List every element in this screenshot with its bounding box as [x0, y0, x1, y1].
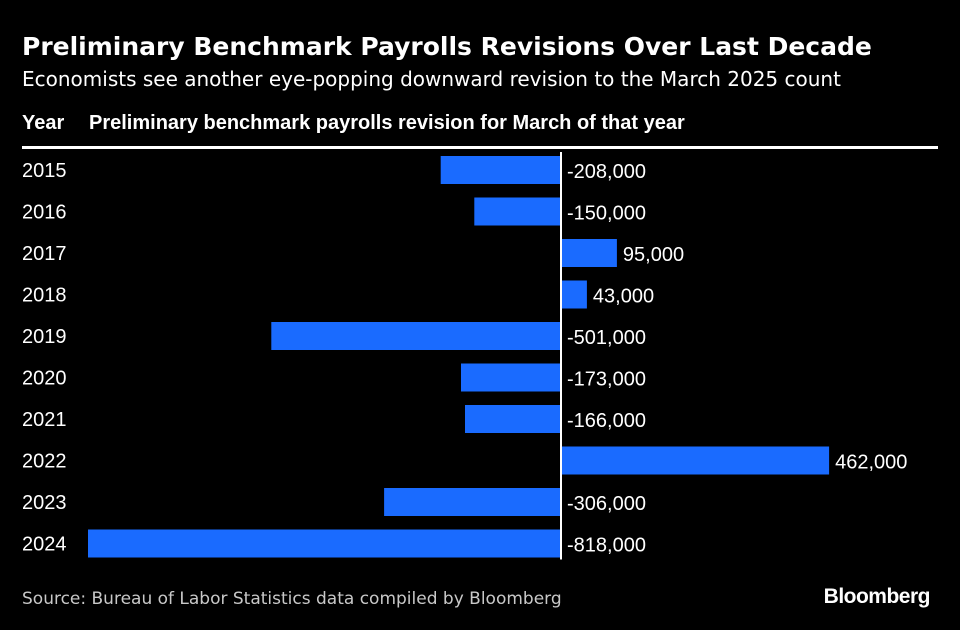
bar-2019	[271, 322, 561, 350]
year-label-2022: 2022	[22, 451, 67, 473]
year-label-2018: 2018	[22, 285, 67, 307]
year-label-2020: 2020	[22, 368, 67, 390]
bar-2020	[461, 363, 561, 392]
bar-2021	[465, 405, 561, 433]
year-label-2021: 2021	[22, 409, 67, 431]
year-column-header: Year	[22, 112, 65, 134]
header-divider	[22, 146, 938, 149]
value-label-2022: 462,000	[835, 452, 907, 474]
value-label-2016: -150,000	[567, 203, 646, 225]
chart-title: Preliminary Benchmark Payrolls Revisions…	[22, 32, 872, 61]
value-label-2023: -306,000	[567, 493, 646, 515]
value-label-2024: -818,000	[567, 535, 646, 557]
year-label-2019: 2019	[22, 326, 67, 348]
bar-2017	[562, 239, 617, 267]
bloomberg-logo: Bloomberg	[823, 585, 931, 608]
bar-2018	[562, 280, 587, 309]
chart-subtitle: Economists see another eye-popping downw…	[22, 67, 841, 91]
bar-2015	[440, 156, 561, 184]
year-label-2024: 2024	[22, 534, 67, 556]
value-label-2015: -208,000	[567, 161, 646, 183]
value-label-2021: -166,000	[567, 410, 646, 432]
bar-2023	[384, 488, 561, 516]
bar-2016	[474, 197, 561, 226]
year-label-2023: 2023	[22, 492, 67, 514]
year-label-2016: 2016	[22, 202, 67, 224]
year-label-2017: 2017	[22, 243, 67, 265]
value-label-2018: 43,000	[593, 286, 654, 308]
source-note: Source: Bureau of Labor Statistics data …	[22, 589, 562, 609]
value-column-header: Preliminary benchmark payrolls revision …	[89, 112, 685, 134]
value-label-2017: 95,000	[623, 244, 684, 266]
year-label-2015: 2015	[22, 160, 67, 182]
value-label-2019: -501,000	[567, 327, 646, 349]
bar-2024	[88, 529, 561, 558]
bar-2022	[562, 446, 830, 475]
value-label-2020: -173,000	[567, 369, 646, 391]
